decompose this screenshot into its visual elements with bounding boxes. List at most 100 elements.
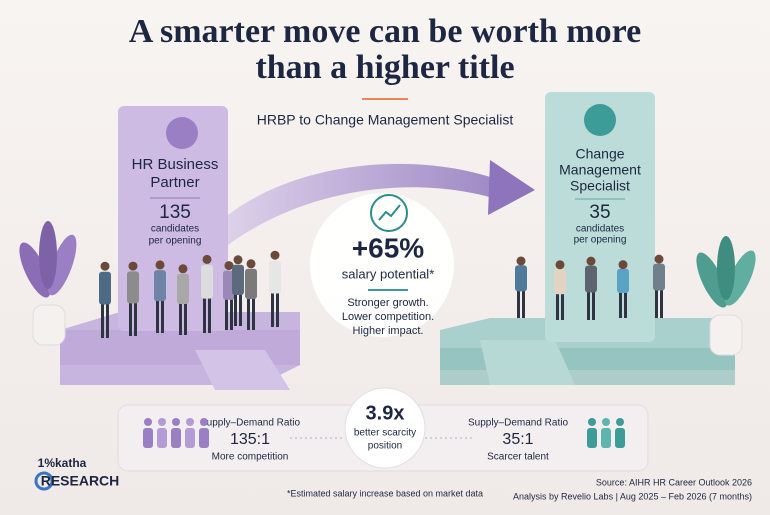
leg [660,289,663,318]
leg [179,302,182,335]
caption: candidates [151,224,199,235]
arrow-body [228,163,505,245]
footnote: *Estimated salary increase based on mark… [287,488,483,498]
torso [154,270,166,302]
icon-body [171,428,181,448]
head [155,260,165,270]
icon-body [601,428,611,448]
head [555,260,565,270]
torso [201,265,213,299]
logo-bottom: RESEARCH [41,473,120,489]
caption: candidates [576,224,624,235]
role-name: Partner [150,174,199,191]
logo-mark [34,471,54,491]
growth-icon [370,194,408,232]
icon-body [199,428,209,448]
icon-body [615,428,625,448]
leg [234,293,237,326]
growth-icon-line [378,204,401,221]
torso [127,271,139,304]
icon-head [186,418,194,426]
head [618,260,628,270]
torso [245,268,257,300]
right-stairs [480,340,575,385]
icon-head [602,418,610,426]
source: Analysis by Revelio Labs | Aug 2025 – Fe… [513,491,752,501]
person [617,260,629,318]
person [201,254,213,333]
leg [271,291,274,327]
head [202,254,212,264]
head [586,256,596,266]
person [269,250,281,327]
person [653,254,665,318]
torso [232,264,244,296]
ratio-badge [344,387,426,469]
person [154,260,166,333]
icon-body [143,428,153,448]
icon-body [587,428,597,448]
right-icon [584,104,616,136]
people [99,250,665,338]
point: Lower competition. [342,311,434,323]
person [232,255,244,326]
leg [156,299,159,333]
leg [203,297,206,333]
torso [585,265,597,293]
people-icons [143,418,625,448]
head [654,254,664,264]
point: Higher impact. [353,325,424,337]
person [245,259,257,330]
role-name: Specialist [570,178,630,194]
leg [129,301,132,336]
leg [184,302,187,335]
leg [276,291,279,327]
leg [239,293,242,326]
leg [106,302,109,338]
leg [134,301,137,336]
head [246,259,256,269]
torso [99,271,111,305]
person [177,264,189,335]
leg [208,297,211,333]
head [516,256,526,266]
leg [252,297,255,330]
ratio-value: 135:1 [230,431,270,448]
ratio-label: Supply–Demand Ratio [200,418,300,429]
caption: per opening [149,236,202,247]
leg [101,302,104,338]
left-card [118,106,228,331]
salary-label: salary potential* [342,266,435,281]
candidate-count: 135 [159,202,191,223]
ratio-note: Scarcer talent [487,452,549,463]
right-plant [696,236,756,356]
icon-body [185,428,195,448]
head [178,264,188,274]
icon-body [157,428,167,448]
icon-head [172,418,180,426]
leg [225,298,228,330]
icon-head [616,418,624,426]
leg [587,291,590,320]
person [515,256,527,318]
icon-head [144,418,152,426]
role-name: HR Business [132,156,219,173]
icon-head [158,418,166,426]
left-plant [19,221,77,346]
leg [619,291,622,318]
leg [247,297,250,330]
torso [653,263,665,291]
point: Stronger growth. [347,297,428,309]
icon-head [200,418,208,426]
role-name: Management [559,162,641,178]
source: Source: AIHR HR Career Outlook 2026 [596,477,752,487]
ratio-value: 35:1 [502,431,533,448]
scarcity-label: better scarcity [354,428,416,439]
leg [161,299,164,333]
leg [556,293,559,320]
leg [655,289,658,318]
leg [624,291,627,318]
torso [269,260,281,294]
person [554,260,566,320]
head [128,261,138,271]
